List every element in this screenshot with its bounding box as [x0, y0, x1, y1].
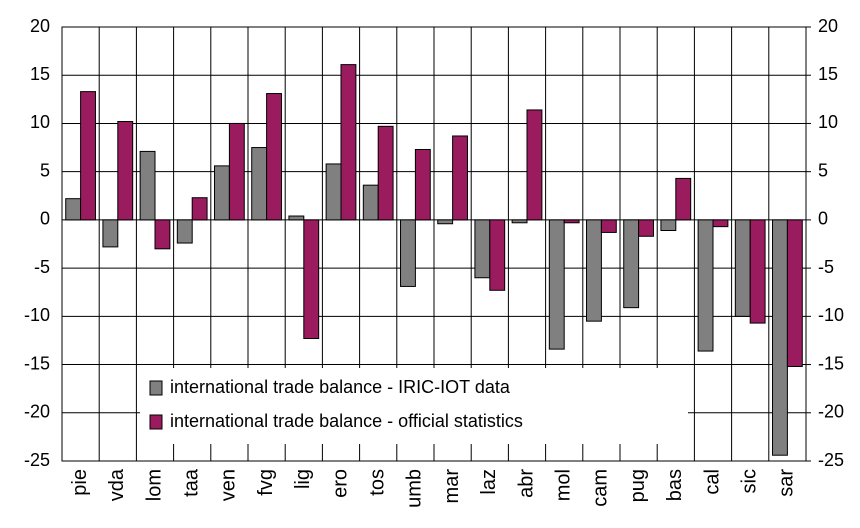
y2-tick-label: -25 — [818, 450, 844, 470]
bar — [214, 165, 230, 221]
bar — [489, 219, 506, 291]
legend-swatch — [149, 380, 163, 396]
y2-tick-label: 20 — [818, 16, 838, 36]
y-tick-label: -15 — [24, 353, 50, 373]
y-tick-label: 20 — [30, 16, 50, 36]
y-tick-label: -20 — [24, 402, 50, 422]
bar — [400, 219, 416, 287]
x-tick-label: abr — [515, 469, 537, 498]
bar — [675, 177, 692, 221]
bar — [511, 219, 528, 224]
bar — [600, 219, 617, 233]
y2-tick-label: 15 — [818, 64, 838, 84]
y2-tick-label: 5 — [818, 160, 828, 180]
bar — [139, 150, 156, 221]
x-tick-label: cal — [701, 469, 723, 495]
bar — [65, 198, 82, 221]
bar — [325, 163, 342, 221]
bar — [117, 121, 134, 221]
legend-swatch — [149, 414, 163, 430]
y-tick-label: -25 — [24, 450, 50, 470]
legend-label: international trade balance - official s… — [170, 411, 523, 431]
bar — [712, 219, 729, 228]
x-tick-label: ven — [218, 469, 240, 501]
bar — [526, 109, 543, 221]
bar — [251, 147, 268, 221]
x-tick-label: lig — [292, 469, 314, 489]
x-tick-label: tos — [366, 469, 388, 496]
bar — [414, 148, 431, 221]
y2-tick-label: -5 — [818, 257, 834, 277]
bar — [638, 219, 654, 237]
bar — [452, 135, 468, 221]
x-tick-label: sic — [738, 469, 760, 493]
x-tick-label: lom — [143, 469, 165, 501]
bar — [266, 93, 282, 221]
bar — [191, 197, 208, 221]
x-tick-label: taa — [180, 468, 202, 497]
plot-border — [61, 26, 807, 462]
bar — [303, 219, 320, 340]
bar — [548, 219, 565, 350]
bar — [228, 122, 245, 221]
y-tick-label: 15 — [30, 64, 50, 84]
y-tick-label: 5 — [40, 160, 50, 180]
bar — [176, 219, 193, 244]
y2-tick-label: 0 — [818, 209, 828, 229]
y-tick-label: 10 — [30, 112, 50, 132]
bar — [437, 219, 454, 225]
bar — [377, 125, 394, 221]
x-tick-label: ero — [329, 469, 351, 498]
x-tick-label: umb — [404, 469, 426, 508]
y-tick-label: 0 — [40, 209, 50, 229]
bar — [563, 219, 580, 224]
legend-label: international trade balance - IRIC-IOT d… — [170, 377, 511, 397]
bar — [660, 219, 677, 231]
x-tick-label: cam — [590, 469, 612, 507]
x-tick-label: pug — [627, 469, 649, 502]
y-tick-label: -5 — [34, 257, 50, 277]
bar — [154, 219, 171, 250]
y-tick-label: -10 — [24, 305, 50, 325]
y2-tick-label: 10 — [818, 112, 838, 132]
y2-tick-label: -20 — [818, 402, 844, 422]
bar — [786, 219, 803, 367]
bar — [340, 64, 357, 221]
legend-box — [140, 368, 688, 444]
bar — [623, 219, 640, 309]
bar — [362, 184, 379, 221]
x-tick-label: mar — [441, 469, 463, 504]
bar — [586, 219, 602, 322]
x-tick-label: pie — [69, 469, 91, 496]
x-tick-label: mol — [552, 469, 574, 501]
bar — [102, 219, 119, 248]
bar — [474, 219, 491, 279]
bar — [288, 215, 305, 221]
bar — [697, 219, 714, 352]
bar — [749, 219, 766, 324]
bar — [734, 219, 751, 317]
x-tick-label: bas — [664, 469, 686, 501]
bar — [80, 91, 96, 221]
bar — [772, 219, 788, 456]
y2-tick-label: -10 — [818, 305, 844, 325]
y2-tick-label: -15 — [818, 353, 844, 373]
x-tick-label: laz — [478, 469, 500, 495]
x-tick-label: vda — [106, 468, 128, 501]
x-tick-label: sar — [776, 469, 798, 497]
x-tick-label: fvg — [255, 469, 277, 496]
